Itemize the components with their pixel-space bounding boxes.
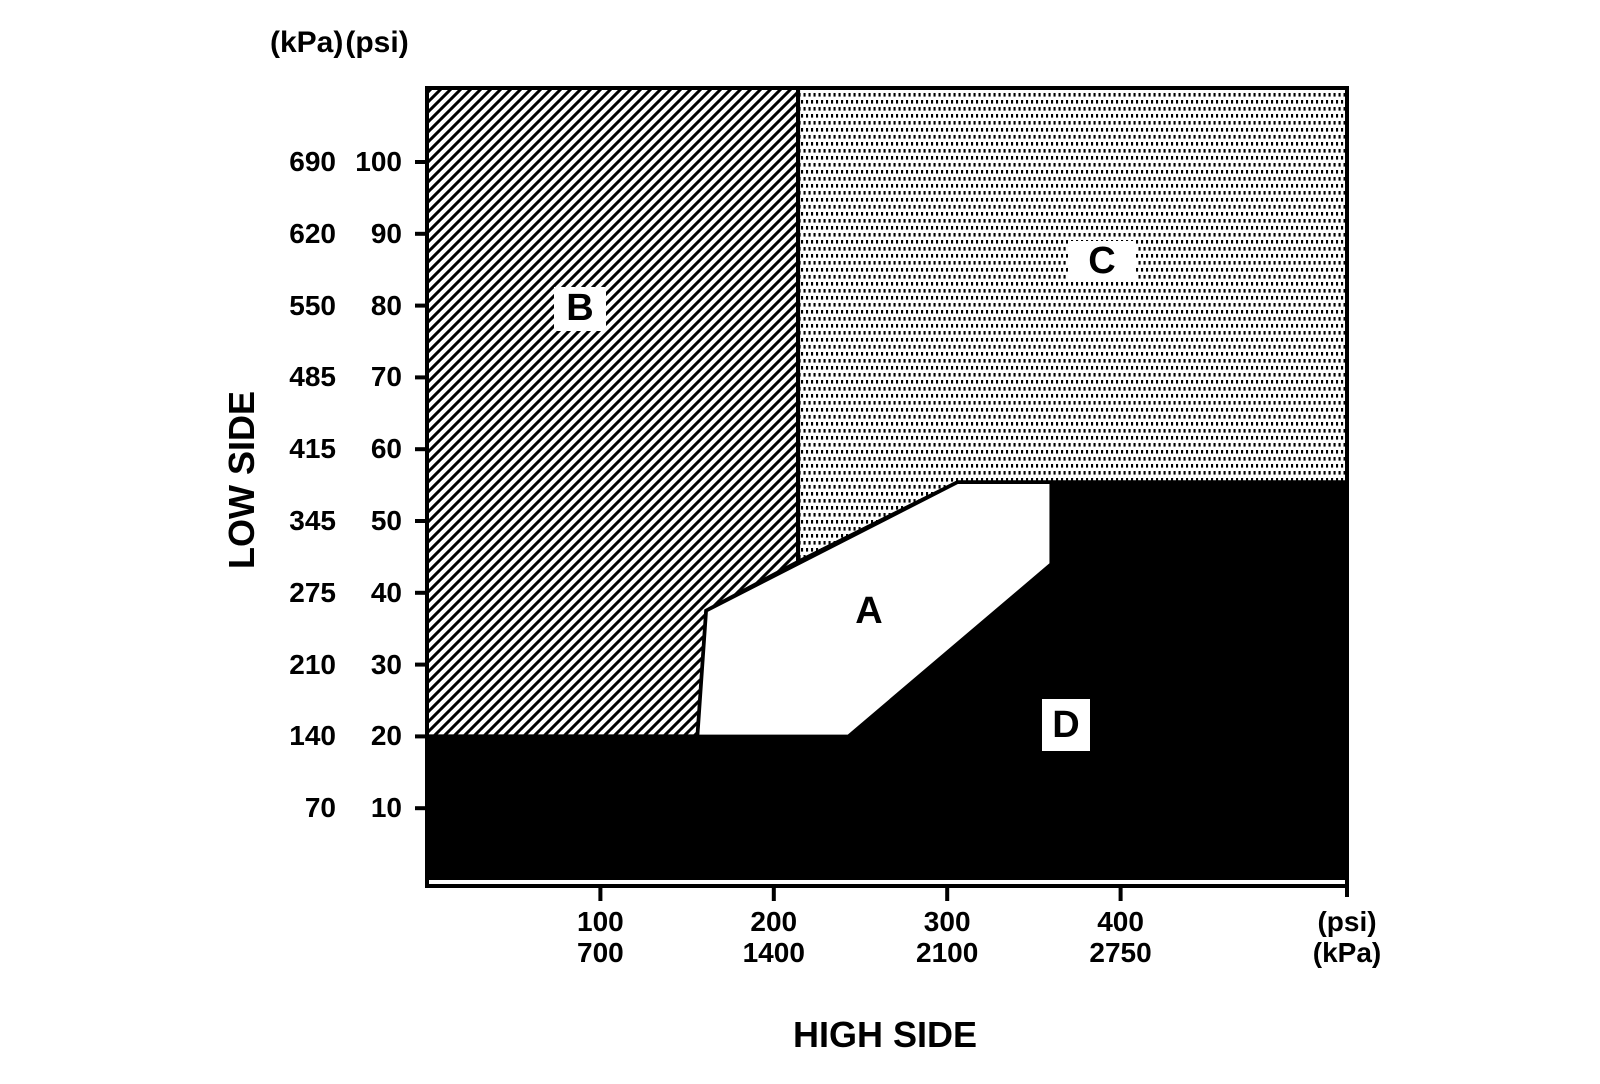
region-d-label-box [1042,699,1090,751]
y-tick-label-kpa-210: 210 [289,648,336,680]
y-tick-label-kpa-690: 690 [289,145,336,177]
x-tick-label-100: 100 700 [577,906,624,968]
region-d [427,482,1347,880]
y-tick-30 [415,662,429,667]
region-b-label-box [554,287,606,331]
x-axis-unit-kpa: (kPa) [1312,937,1382,968]
y-tick-70 [415,375,429,380]
plot-border [425,86,1349,888]
y-tick-80 [415,303,429,308]
x-tick-100 [598,884,603,901]
y-tick-label-psi-40: 40 [370,576,402,608]
region-label-boxes [554,241,1136,751]
region-b-label: B [566,287,594,329]
y-tick-label-kpa-415: 415 [289,433,336,465]
y-tick-label-kpa-275: 275 [289,576,336,608]
y-tick-90 [415,231,429,236]
x-tick-label-300: 300 2100 [916,906,979,968]
x-axis-unit-label: (psi) (kPa) [1282,906,1412,968]
y-axis-unit-psi: (psi) [345,26,409,59]
y-tick-label-psi-80: 80 [370,289,402,321]
x-axis-title: HIGH SIDE [792,1014,978,1055]
region-a [695,480,1053,739]
y-tick-40 [415,590,429,595]
region-d-label: D [1052,704,1080,746]
y-tick-label-kpa-70: 70 [304,792,336,824]
y-tick-label-psi-70: 70 [370,361,402,393]
x-axis-unit-psi: (psi) [1317,906,1377,937]
y-axis-title: LOW SIDE [221,391,262,569]
ticks-layer [415,160,1349,901]
x-tick-400 [1118,884,1123,901]
region-a-label: A [855,590,883,632]
y-axis-unit-kpa: (kPa) [270,26,344,59]
x-tick-300 [945,884,950,901]
x-axis-corner-tick [1345,884,1349,897]
y-tick-label-kpa-345: 345 [289,504,336,536]
y-tick-20 [415,734,429,739]
y-tick-label-kpa-485: 485 [289,361,336,393]
x-tick-label-200: 200 1400 [742,906,805,968]
y-tick-label-psi-100: 100 [355,145,402,177]
y-tick-label-kpa-550: 550 [289,289,336,321]
y-tick-label-psi-20: 20 [370,720,402,752]
x-tick-200 [771,884,776,901]
y-tick-label-psi-60: 60 [370,433,402,465]
y-tick-60 [415,447,429,452]
y-tick-label-psi-90: 90 [370,217,402,249]
y-tick-label-kpa-140: 140 [289,720,336,752]
y-tick-label-psi-10: 10 [370,792,402,824]
y-tick-label-psi-50: 50 [370,504,402,536]
y-tick-label-psi-30: 30 [370,648,402,680]
y-tick-10 [415,806,429,811]
region-c-label: C [1088,240,1116,282]
region-c-label-box [1068,241,1136,279]
x-tick-label-400: 400 2750 [1089,906,1152,968]
y-tick-100 [415,160,429,164]
y-axis-unit-header: (kPa)(psi) [270,26,411,60]
regions-layer [425,86,1349,880]
y-tick-label-kpa-620: 620 [289,217,336,249]
y-tick-50 [415,519,429,523]
